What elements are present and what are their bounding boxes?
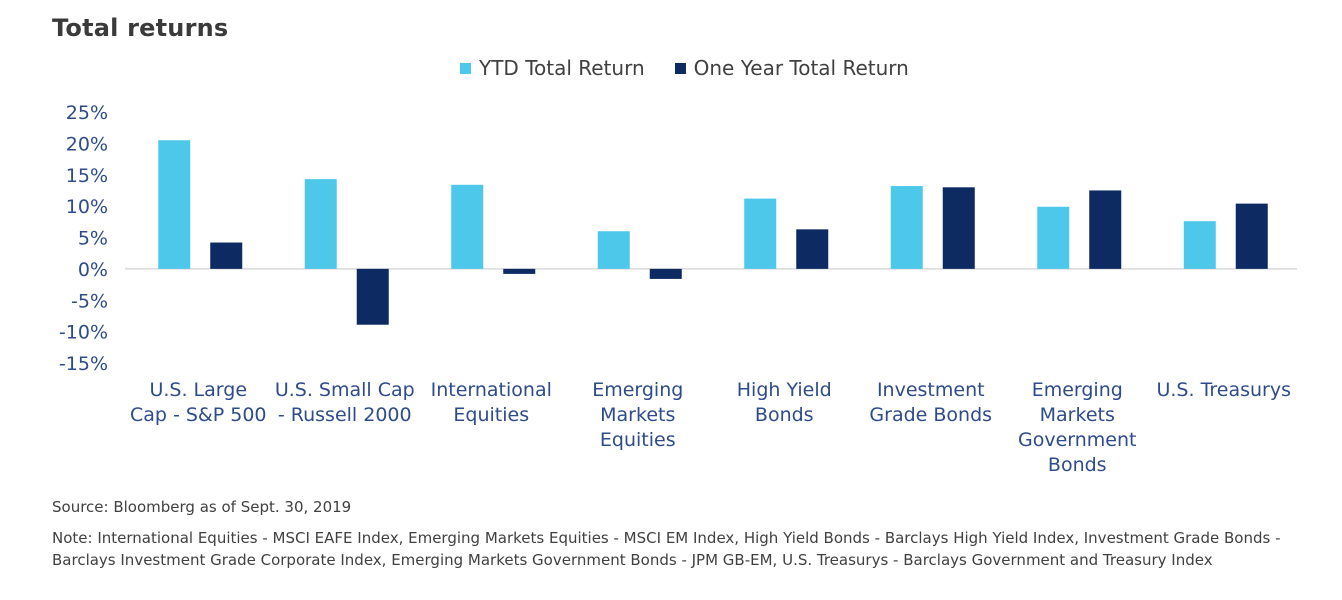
- bar-one-year: [210, 242, 243, 269]
- y-tick-label: 20%: [66, 133, 108, 155]
- y-tick-label: -15%: [59, 353, 108, 375]
- index-note: Note: International Equities - MSCI EAFE…: [52, 529, 1281, 569]
- x-tick-label: U.S. Large Cap - S&P 500: [129, 379, 267, 426]
- bar-one-year: [942, 187, 975, 269]
- bar-ytd: [597, 231, 630, 269]
- bar-one-year: [503, 268, 536, 274]
- y-tick-label: -5%: [71, 290, 108, 312]
- y-tick-label: -10%: [59, 322, 108, 344]
- bar-one-year: [1089, 190, 1122, 269]
- legend-swatch-one-year: [674, 62, 686, 74]
- bar-one-year: [1235, 203, 1268, 269]
- x-tick-label: High Yield Bonds: [736, 379, 832, 426]
- y-tick-label: 5%: [78, 228, 108, 250]
- bar-ytd: [304, 179, 337, 269]
- chart-legend: YTD Total Return One Year Total Return: [460, 55, 939, 81]
- source-note: Source: Bloomberg as of Sept. 30, 2019: [52, 498, 352, 516]
- x-tick-label: International Equities: [430, 379, 552, 426]
- x-tick-label: Emerging Markets Government Bonds: [1018, 379, 1137, 476]
- bar-ytd: [744, 198, 777, 269]
- legend-label-one-year: One Year Total Return: [693, 56, 909, 80]
- y-tick-label: 15%: [66, 165, 108, 187]
- x-tick-label: U.S. Small Cap - Russell 2000: [274, 379, 415, 426]
- y-tick-label: 25%: [66, 102, 108, 124]
- y-tick-label: 0%: [78, 259, 108, 281]
- bar-one-year: [796, 229, 829, 269]
- legend-item-ytd: YTD Total Return: [460, 56, 645, 80]
- y-tick-label: 10%: [66, 196, 108, 218]
- bar-ytd: [1037, 206, 1070, 269]
- bar-chart: 25% 20% 15% 10% 5% 0% -5% -10% -15%: [59, 102, 1297, 375]
- legend-swatch-ytd: [460, 62, 471, 74]
- legend-label-ytd: YTD Total Return: [479, 56, 645, 80]
- legend-item-one-year: One Year Total Return: [674, 56, 909, 80]
- x-tick-label: Emerging Markets Equities: [592, 379, 684, 451]
- bar-one-year: [356, 268, 389, 325]
- bar-one-year: [649, 268, 682, 279]
- bar-ytd: [451, 184, 484, 269]
- bar-ytd: [890, 186, 923, 269]
- bar-ytd: [1183, 221, 1216, 269]
- x-tick-label: Investment Grade Bonds: [869, 379, 993, 426]
- x-tick-label: U.S. Treasurys: [1156, 379, 1292, 401]
- bar-ytd: [158, 140, 191, 269]
- chart-title: Total returns: [52, 14, 229, 42]
